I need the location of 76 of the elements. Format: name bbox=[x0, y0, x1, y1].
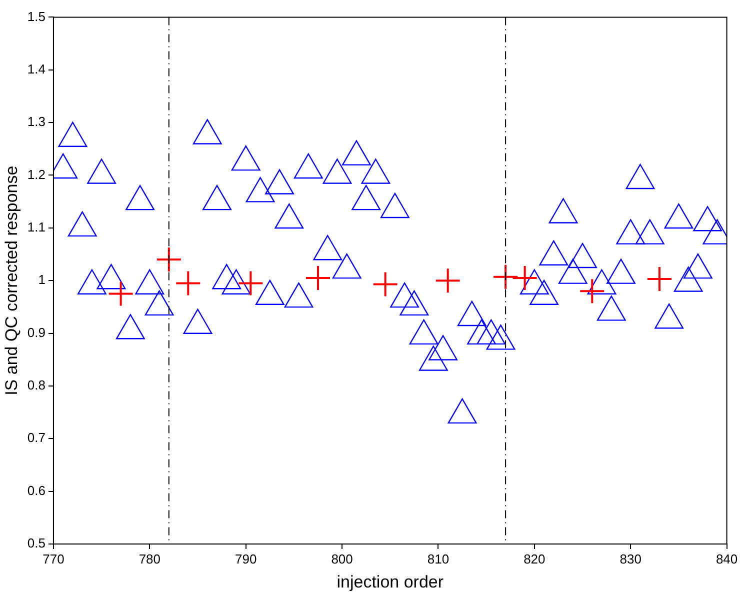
point bbox=[222, 269, 251, 294]
point bbox=[674, 266, 703, 292]
point bbox=[274, 203, 304, 229]
point bbox=[467, 319, 496, 345]
point bbox=[568, 242, 597, 268]
point bbox=[486, 324, 516, 350]
point bbox=[231, 145, 260, 171]
point bbox=[693, 206, 722, 232]
x-tick-label: 790 bbox=[235, 551, 257, 566]
x-tick-label: 800 bbox=[331, 551, 353, 566]
point bbox=[255, 280, 284, 306]
point bbox=[58, 122, 88, 147]
x-tick-label: 830 bbox=[620, 551, 642, 566]
point bbox=[135, 269, 164, 294]
x-tick-label: 840 bbox=[716, 551, 738, 566]
point bbox=[409, 319, 438, 345]
y-tick-label: 0.7 bbox=[27, 430, 46, 446]
point bbox=[626, 164, 655, 190]
x-tick-label: 810 bbox=[427, 551, 450, 566]
x-tick-label: 780 bbox=[138, 551, 161, 566]
point bbox=[520, 269, 549, 294]
point bbox=[144, 290, 174, 316]
point bbox=[539, 240, 568, 266]
x-axis-title: injection order bbox=[336, 572, 444, 592]
point bbox=[635, 219, 664, 244]
point bbox=[265, 169, 294, 194]
point bbox=[202, 184, 232, 210]
y-tick-label: 0.6 bbox=[27, 482, 46, 498]
point bbox=[96, 264, 126, 290]
point bbox=[448, 398, 477, 424]
point bbox=[322, 158, 352, 184]
point bbox=[664, 203, 694, 229]
point bbox=[558, 258, 588, 284]
point bbox=[428, 335, 458, 360]
point bbox=[68, 211, 97, 237]
y-tick-label: 0.8 bbox=[27, 378, 46, 393]
point bbox=[616, 219, 646, 244]
y-tick-label: 1.5 bbox=[27, 8, 46, 24]
point bbox=[361, 158, 390, 184]
point bbox=[77, 269, 106, 294]
point bbox=[284, 282, 314, 308]
point bbox=[183, 308, 212, 334]
point bbox=[418, 346, 448, 371]
point bbox=[654, 304, 684, 329]
x-tick-label: 770 bbox=[42, 551, 64, 566]
y-tick-label: 1 bbox=[38, 272, 46, 288]
point bbox=[587, 269, 616, 294]
point bbox=[606, 258, 636, 284]
y-tick-label: 1.3 bbox=[27, 114, 46, 130]
point bbox=[87, 158, 116, 184]
point bbox=[596, 296, 626, 321]
y-tick-label: 1.1 bbox=[27, 220, 46, 234]
y-axis-title: IS and QC corrected response bbox=[2, 166, 21, 396]
point bbox=[246, 177, 275, 202]
x-tick-label: 820 bbox=[524, 551, 546, 566]
point bbox=[332, 253, 362, 279]
y-tick-label: 1.4 bbox=[27, 61, 46, 76]
point bbox=[352, 184, 381, 210]
point bbox=[342, 140, 371, 166]
y-tick-label: 0.5 bbox=[27, 536, 46, 551]
point bbox=[390, 282, 420, 308]
point bbox=[530, 280, 558, 306]
y-tick-label: 0.9 bbox=[27, 324, 46, 340]
point bbox=[457, 300, 486, 326]
point bbox=[683, 253, 712, 279]
point bbox=[192, 119, 222, 144]
point bbox=[294, 153, 323, 179]
point bbox=[116, 314, 145, 340]
point bbox=[476, 319, 506, 345]
point bbox=[126, 184, 154, 210]
y-tick-label: 1.2 bbox=[27, 166, 46, 182]
point bbox=[313, 235, 342, 260]
point bbox=[380, 192, 410, 218]
point bbox=[212, 264, 242, 290]
point bbox=[548, 198, 578, 224]
point bbox=[400, 290, 429, 316]
